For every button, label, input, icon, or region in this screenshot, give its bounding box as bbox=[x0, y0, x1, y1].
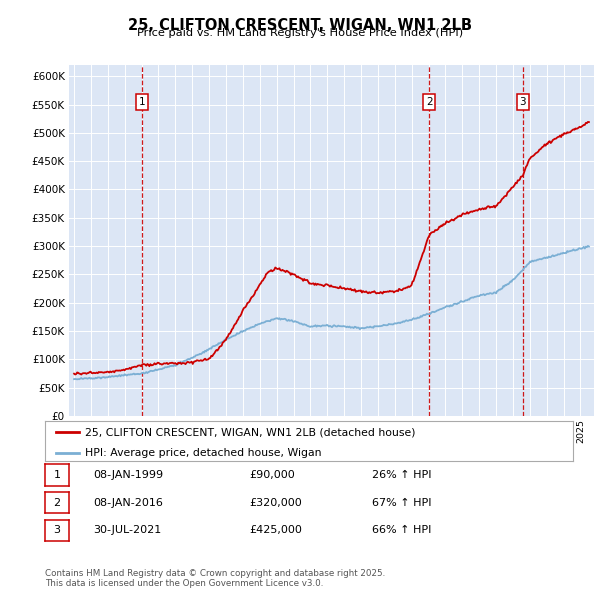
Text: 3: 3 bbox=[520, 97, 526, 107]
Text: Price paid vs. HM Land Registry's House Price Index (HPI): Price paid vs. HM Land Registry's House … bbox=[137, 28, 463, 38]
Text: Contains HM Land Registry data © Crown copyright and database right 2025.
This d: Contains HM Land Registry data © Crown c… bbox=[45, 569, 385, 588]
Text: £320,000: £320,000 bbox=[249, 498, 302, 507]
Text: 1: 1 bbox=[139, 97, 145, 107]
Text: 1: 1 bbox=[53, 470, 61, 480]
Text: 08-JAN-1999: 08-JAN-1999 bbox=[93, 470, 163, 480]
Text: 66% ↑ HPI: 66% ↑ HPI bbox=[372, 526, 431, 535]
Text: 3: 3 bbox=[53, 526, 61, 535]
Text: HPI: Average price, detached house, Wigan: HPI: Average price, detached house, Wiga… bbox=[85, 448, 321, 458]
Text: 67% ↑ HPI: 67% ↑ HPI bbox=[372, 498, 431, 507]
Text: 25, CLIFTON CRESCENT, WIGAN, WN1 2LB (detached house): 25, CLIFTON CRESCENT, WIGAN, WN1 2LB (de… bbox=[85, 428, 415, 438]
Text: 2: 2 bbox=[53, 498, 61, 507]
Text: 26% ↑ HPI: 26% ↑ HPI bbox=[372, 470, 431, 480]
Text: 25, CLIFTON CRESCENT, WIGAN, WN1 2LB: 25, CLIFTON CRESCENT, WIGAN, WN1 2LB bbox=[128, 18, 472, 32]
Text: £90,000: £90,000 bbox=[249, 470, 295, 480]
Text: 08-JAN-2016: 08-JAN-2016 bbox=[93, 498, 163, 507]
Text: 2: 2 bbox=[426, 97, 433, 107]
Text: £425,000: £425,000 bbox=[249, 526, 302, 535]
Text: 30-JUL-2021: 30-JUL-2021 bbox=[93, 526, 161, 535]
